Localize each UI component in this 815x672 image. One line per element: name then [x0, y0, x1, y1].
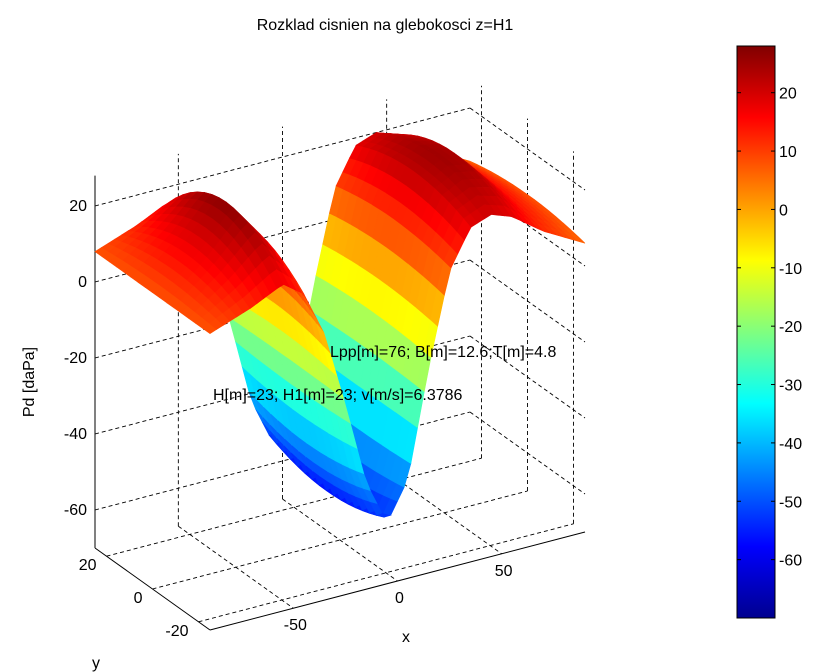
colorbar-gradient: [736, 45, 776, 619]
annotations: Lpp[m]=76; B[m]=12.6;T[m]=4.8 H[m]=23; H…: [213, 344, 556, 404]
y-tick-label: 0: [134, 590, 143, 607]
chart-title: Rozklad cisnien na glebokosci z=H1: [257, 17, 514, 34]
colorbar-tick-label: 0: [779, 202, 788, 219]
colorbar-tick-label: 10: [779, 144, 797, 161]
colorbar-ticks: -60 -50 -40 -30 -20 -10 0 10 20: [737, 86, 802, 570]
colorbar-tick-label: -10: [779, 261, 802, 278]
colorbar-tick-label: -60: [779, 553, 802, 570]
tick-labels: -60 -40 -20 0 20 -50 0 50 -20 0 20: [64, 198, 513, 640]
z-tick-label: -20: [64, 350, 87, 367]
z-axis-label: Pd [daPa]: [21, 347, 38, 417]
colorbar-tick-label: -20: [779, 319, 802, 336]
colorbar-tick-label: -40: [779, 436, 802, 453]
y-tick-label: -20: [165, 623, 188, 640]
x-tick-label: -50: [284, 617, 307, 634]
axis-line: [209, 531, 586, 631]
grid-line: [198, 523, 574, 623]
x-tick-label: 50: [495, 563, 513, 580]
annotation-depth-velocity: H[m]=23; H1[m]=23; v[m/s]=6.3786: [213, 387, 463, 404]
grid-line: [152, 490, 528, 590]
grid-line: [94, 107, 471, 207]
surface-patch: [570, 233, 586, 244]
z-tick-label: -60: [64, 502, 87, 519]
grid-line: [282, 498, 398, 582]
x-tick-label: 0: [395, 590, 404, 607]
axis-line: [94, 547, 211, 631]
colorbar-tick-label: -30: [779, 378, 802, 395]
y-tick-label: 20: [79, 557, 97, 574]
grid-line: [106, 457, 482, 557]
z-tick-label: 0: [78, 274, 87, 291]
z-tick-label: 20: [69, 198, 87, 215]
y-axis-label: y: [92, 655, 100, 672]
surface-mesh: [94, 132, 586, 518]
annotation-ship-dimensions: Lpp[m]=76; B[m]=12.6;T[m]=4.8: [330, 344, 556, 361]
z-tick-label: -40: [64, 426, 87, 443]
colorbar-tick-label: -50: [779, 494, 802, 511]
colorbar: -60 -50 -40 -30 -20 -10 0 10 20: [736, 45, 802, 619]
colorbar-tick-label: 20: [779, 86, 797, 103]
x-axis-label: x: [402, 629, 410, 646]
grid-line: [469, 107, 586, 191]
